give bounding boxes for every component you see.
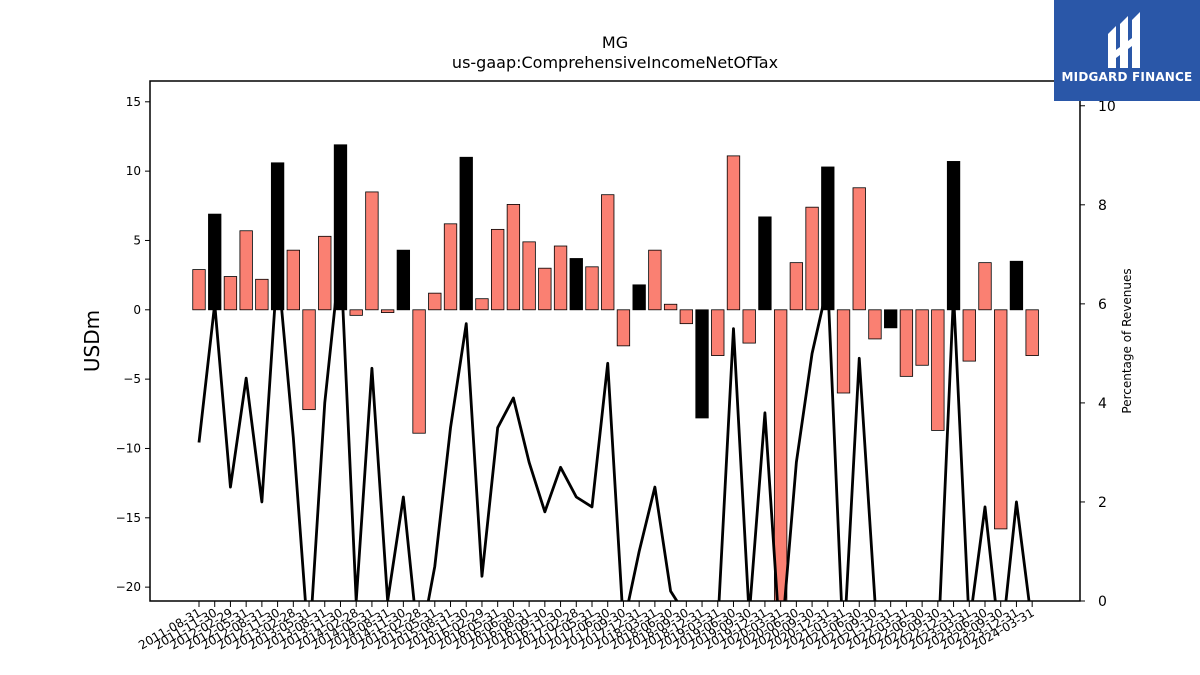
bar	[742, 309, 756, 344]
bar	[208, 213, 222, 311]
bar	[522, 241, 536, 311]
bar	[318, 235, 332, 311]
plot-area: −20−15−10−505101502468102011-08-312011-1…	[116, 80, 1116, 652]
y-tick-label: −10	[116, 441, 141, 455]
bar	[286, 249, 300, 311]
bar	[538, 267, 552, 311]
y-tick-label: 10	[126, 164, 141, 178]
y2-tick-label: 0	[1098, 594, 1107, 610]
bar	[601, 194, 615, 311]
bar	[931, 309, 945, 431]
bar	[915, 309, 929, 366]
y2-tick-label: 10	[1098, 99, 1116, 115]
bar	[349, 309, 363, 316]
bar	[836, 309, 851, 394]
midgard-finance-logo: MIDGARD FINANCE	[1054, 0, 1200, 101]
bar	[805, 206, 819, 311]
bar	[255, 278, 269, 311]
bar	[884, 309, 898, 329]
bar	[679, 309, 693, 325]
midgard-logo-icon	[1108, 12, 1140, 68]
y-tick-label: 5	[133, 233, 141, 247]
y2-tick-label: 4	[1098, 396, 1107, 412]
bar	[726, 155, 741, 311]
bar	[773, 309, 788, 601]
bar	[648, 249, 662, 311]
chart-title: MG	[602, 33, 628, 52]
bar	[616, 309, 631, 347]
bar	[239, 230, 253, 311]
bar	[946, 161, 961, 311]
bar	[632, 284, 646, 311]
chart-subtitle: us-gaap:ComprehensiveIncomeNetOfTax	[452, 53, 778, 72]
y2-tick-label: 8	[1098, 198, 1107, 214]
bar	[695, 309, 709, 419]
bar	[1009, 260, 1024, 311]
bar	[852, 187, 866, 311]
y-tick-label: −5	[123, 372, 141, 386]
bar	[569, 258, 583, 311]
bar	[711, 309, 725, 356]
bar	[491, 228, 505, 311]
bar	[553, 245, 568, 311]
bar	[978, 262, 992, 311]
bar	[302, 309, 316, 411]
logo-wordmark: MIDGARD FINANCE	[1061, 70, 1193, 84]
bar	[443, 223, 458, 311]
bar	[758, 216, 772, 311]
bar	[428, 292, 442, 311]
bar	[585, 266, 599, 311]
bar	[396, 249, 411, 311]
bar	[459, 156, 473, 311]
plot-frame	[149, 80, 1081, 602]
bar	[789, 262, 804, 311]
y-tick-label: −20	[116, 580, 141, 594]
bar	[412, 309, 426, 434]
y-tick-label: 0	[133, 303, 141, 317]
bar	[994, 309, 1008, 530]
bar	[223, 276, 238, 311]
y-tick-label: −15	[116, 511, 141, 525]
line-group	[197, 252, 1031, 601]
bar	[365, 191, 379, 311]
bar	[899, 309, 914, 377]
bar	[192, 269, 206, 311]
y-axis-label: USDm	[80, 310, 104, 372]
bar	[475, 298, 489, 311]
y2-tick-label: 2	[1098, 495, 1107, 511]
series-line	[197, 252, 1031, 601]
y2-axis-label: Percentage of Revenues	[1120, 268, 1134, 413]
bar	[333, 144, 348, 311]
bar	[380, 309, 395, 313]
y-tick-label: 15	[126, 95, 141, 109]
bar	[962, 309, 976, 362]
bar	[506, 204, 521, 311]
bar	[663, 303, 678, 311]
bars-group	[192, 144, 1039, 601]
bar	[1025, 309, 1039, 356]
bar	[868, 309, 882, 340]
bar	[270, 162, 285, 311]
y2-tick-label: 6	[1098, 297, 1107, 313]
